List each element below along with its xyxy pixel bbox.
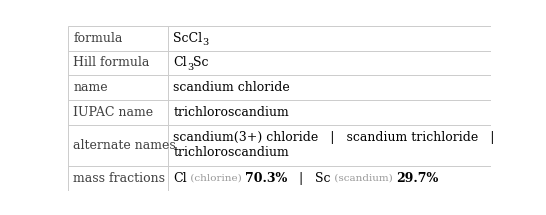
Text: trichloroscandium: trichloroscandium — [173, 146, 289, 159]
Text: Cl: Cl — [173, 172, 187, 185]
Text: (chlorine): (chlorine) — [187, 174, 245, 183]
Text: alternate names: alternate names — [73, 139, 176, 152]
Text: Sc: Sc — [316, 172, 331, 185]
Text: Hill formula: Hill formula — [73, 56, 150, 69]
Text: Cl: Cl — [173, 56, 187, 69]
Text: name: name — [73, 81, 108, 94]
Text: IUPAC name: IUPAC name — [73, 106, 153, 119]
Text: scandium chloride: scandium chloride — [173, 81, 290, 94]
Text: 3: 3 — [203, 38, 209, 47]
Text: mass fractions: mass fractions — [73, 172, 165, 185]
Text: |: | — [287, 172, 316, 185]
Text: 70.3%: 70.3% — [245, 172, 287, 185]
Text: (scandium): (scandium) — [331, 174, 396, 183]
Text: 3: 3 — [187, 63, 193, 72]
Text: formula: formula — [73, 32, 123, 45]
Text: ScCl: ScCl — [173, 32, 203, 45]
Text: Sc: Sc — [193, 56, 209, 69]
Text: 3: 3 — [187, 63, 193, 72]
Text: 29.7%: 29.7% — [396, 172, 438, 185]
Text: trichloroscandium: trichloroscandium — [173, 106, 289, 119]
Text: scandium(3+) chloride   |   scandium trichloride   |: scandium(3+) chloride | scandium trichlo… — [173, 131, 495, 144]
